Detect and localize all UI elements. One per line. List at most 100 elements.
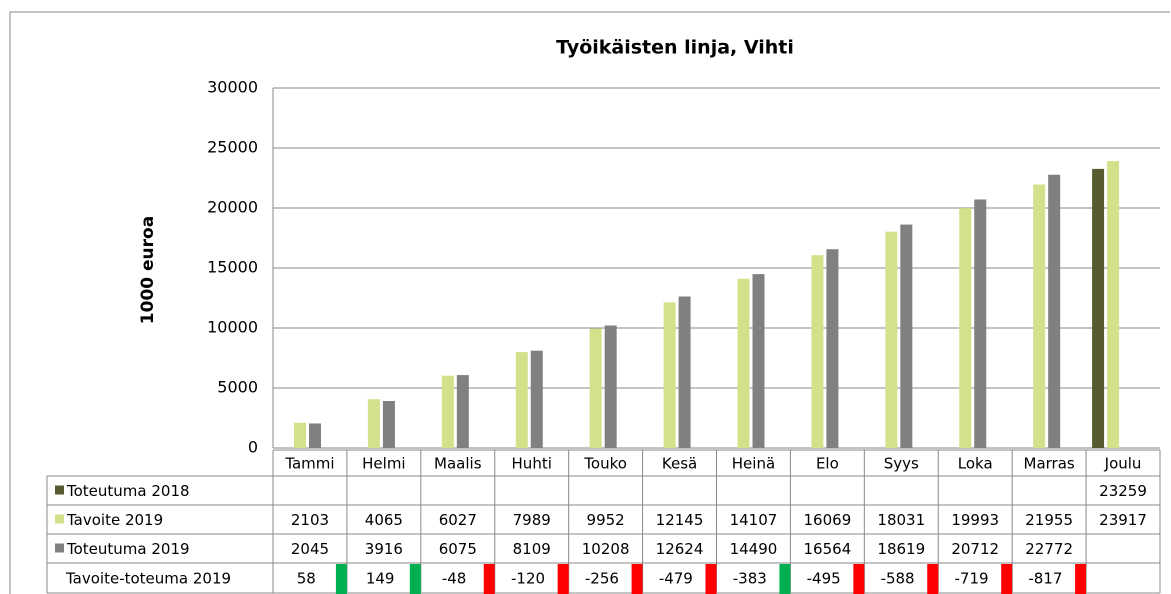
indicator (1075, 564, 1087, 594)
table-value: 58 (297, 570, 316, 588)
table-value: 12145 (656, 511, 704, 529)
table-value: 22772 (1025, 540, 1073, 558)
bar (1092, 168, 1105, 448)
table-value: -48 (442, 570, 467, 588)
table-value: -588 (881, 570, 915, 588)
legend-label: Toteutuma 2018 (66, 482, 190, 500)
table-value: 149 (366, 570, 395, 588)
table-value: 16069 (804, 511, 852, 529)
x-tick-label: Kesä (662, 455, 697, 473)
y-tick-label: 15000 (207, 258, 258, 277)
bar (663, 302, 676, 448)
bar (1033, 184, 1046, 449)
bar (900, 224, 913, 448)
row-label: Tavoite-toteuma 2019 (65, 570, 231, 588)
indicator (409, 564, 421, 594)
bar (382, 401, 395, 448)
table-value: 20712 (951, 540, 999, 558)
bar (737, 278, 750, 448)
y-tick-label: 25000 (207, 138, 258, 157)
table-value: 9952 (587, 511, 625, 529)
x-tick-label: Heinä (732, 455, 775, 473)
table-value: -719 (954, 570, 988, 588)
indicator (853, 564, 865, 594)
indicator (557, 564, 569, 594)
y-tick-label: 30000 (207, 78, 258, 97)
x-tick-label: Helmi (362, 455, 405, 473)
bar (959, 208, 972, 448)
bar (515, 352, 528, 448)
bar (456, 375, 469, 448)
x-tick-label: Marras (1024, 455, 1075, 473)
bar (309, 423, 321, 448)
x-tick-label: Touko (583, 455, 627, 473)
indicator (705, 564, 717, 594)
table-value: 12624 (656, 540, 704, 558)
table-value: 14107 (730, 511, 778, 529)
table-value: -817 (1028, 570, 1062, 588)
table-value: 16564 (804, 540, 852, 558)
bar (752, 274, 765, 448)
y-tick-label: 0 (248, 438, 258, 457)
indicator (631, 564, 643, 594)
table-value: 14490 (730, 540, 778, 558)
table-value: 18619 (877, 540, 925, 558)
bar (441, 375, 454, 448)
table-value: 19993 (951, 511, 999, 529)
table-value: 3916 (365, 540, 403, 558)
table-value: -383 (733, 570, 767, 588)
indicator (483, 564, 495, 594)
x-tick-label: Tammi (284, 455, 334, 473)
x-tick-label: Joulu (1104, 455, 1142, 473)
x-tick-label: Syys (884, 455, 919, 473)
x-tick-label: Maalis (434, 455, 482, 473)
table-value: -479 (659, 570, 693, 588)
x-tick-label: Elo (816, 455, 839, 473)
table-value: 2103 (291, 511, 329, 529)
table-value: 18031 (877, 511, 925, 529)
bar (589, 328, 602, 448)
chart-title: Työikäisten linja, Vihti (556, 37, 794, 59)
indicator (1001, 564, 1013, 594)
legend-key (55, 514, 64, 524)
table-value: 6027 (439, 511, 477, 529)
table-value: -495 (807, 570, 841, 588)
table-value: -120 (511, 570, 545, 588)
table-value: 4065 (365, 511, 403, 529)
bar (1107, 160, 1120, 448)
table-value: 10208 (582, 540, 630, 558)
table-value: 2045 (291, 540, 329, 558)
bar (811, 255, 824, 448)
table-value: 21955 (1025, 511, 1073, 529)
bar (826, 249, 839, 448)
table-value: 23917 (1099, 511, 1147, 529)
y-tick-label: 5000 (217, 378, 258, 397)
y-tick-label: 20000 (207, 198, 258, 217)
table-value: 7989 (513, 511, 551, 529)
x-tick-label: Loka (958, 455, 993, 473)
bar (530, 350, 543, 448)
x-tick-label: Huhti (512, 455, 552, 473)
y-tick-label: 10000 (207, 318, 258, 337)
indicator (779, 564, 791, 594)
table-value: 23259 (1099, 482, 1147, 500)
table-value: 6075 (439, 540, 477, 558)
legend-label: Tavoite 2019 (66, 511, 163, 529)
bar (1048, 174, 1061, 448)
legend-key (55, 485, 64, 495)
legend-label: Toteutuma 2019 (66, 540, 190, 558)
indicator (335, 564, 347, 594)
bar (294, 422, 306, 448)
bar (678, 296, 691, 448)
bar (604, 325, 617, 448)
bar (367, 399, 380, 448)
chart-border (9, 11, 1170, 594)
bar (885, 231, 898, 448)
y-axis-label: 1000 euroa (138, 216, 158, 324)
table-value: -256 (585, 570, 619, 588)
indicator (927, 564, 939, 594)
legend-key (55, 543, 64, 553)
bar (974, 199, 987, 448)
